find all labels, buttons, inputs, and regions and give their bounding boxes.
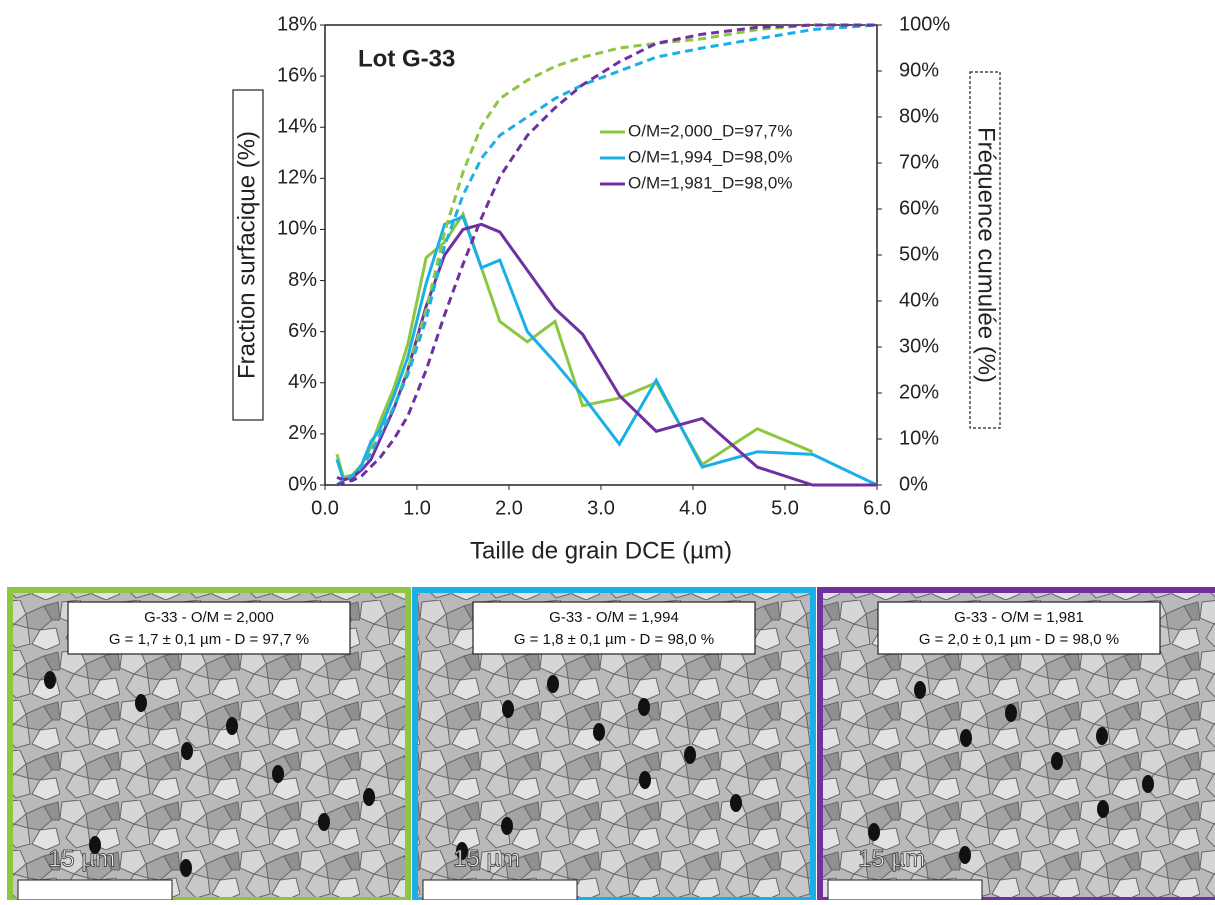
pore: [960, 729, 972, 747]
y-tick-label: 10%: [277, 218, 317, 240]
label-box: [472, 601, 756, 655]
x-tick-label: 1.0: [403, 497, 431, 519]
pore: [547, 675, 559, 693]
scale-label: 15 µm: [453, 845, 520, 872]
scale-bar: [422, 879, 578, 901]
y-tick-label: 14%: [277, 116, 317, 138]
pore: [959, 846, 971, 864]
pore: [914, 681, 926, 699]
pore: [1096, 727, 1108, 745]
pore: [44, 671, 56, 689]
pore: [318, 813, 330, 831]
series-line: [335, 210, 814, 480]
pore: [226, 717, 238, 735]
y2-tick-label: 10%: [899, 427, 939, 449]
panel-line1: G-33 - O/M = 1,994: [549, 609, 679, 626]
pore: [363, 788, 375, 806]
y-tick-label: 18%: [277, 13, 317, 35]
y2-tick-label: 70%: [899, 151, 939, 173]
pore: [1005, 704, 1017, 722]
legend-label: O/M=1,994_D=98,0%: [628, 147, 792, 166]
pore: [1097, 800, 1109, 818]
y2-tick-label: 100%: [899, 13, 950, 35]
panel-line2: G = 1,7 ± 0,1 µm - D = 97,7 %: [109, 631, 309, 648]
x-tick-label: 3.0: [587, 497, 615, 519]
series-line: [336, 222, 877, 487]
panel-line2: G = 1,8 ± 0,1 µm - D = 98,0 %: [514, 631, 714, 648]
x-tick-label: 2.0: [495, 497, 523, 519]
x-tick-label: 0.0: [311, 497, 339, 519]
pore: [135, 694, 147, 712]
x-tick-label: 5.0: [771, 497, 799, 519]
y-tick-label: 16%: [277, 64, 317, 86]
y2-tick-label: 80%: [899, 105, 939, 127]
y-tick-label: 8%: [288, 269, 317, 291]
x-tick-label: 6.0: [863, 497, 891, 519]
panel-line1: G-33 - O/M = 1,981: [954, 609, 1084, 626]
cumulative-line: [336, 23, 878, 487]
scale-bar: [827, 879, 983, 901]
x-axis-label: Taille de grain DCE (µm): [470, 537, 732, 564]
pore: [181, 742, 193, 760]
label-box: [67, 601, 351, 655]
y2-axis-label-box: [969, 71, 1001, 429]
y2-axis-label: Fréquence cumulée (%): [973, 127, 1000, 383]
pore: [89, 836, 101, 854]
cumulative-line: [336, 23, 877, 487]
legend-label: O/M=1,981_D=98,0%: [628, 173, 792, 192]
panel-line1: G-33 - O/M = 2,000: [144, 609, 274, 626]
pore: [1051, 752, 1063, 770]
pore: [272, 765, 284, 783]
annotation: Lot G-33: [358, 45, 455, 72]
scale-label: 15 µm: [48, 845, 115, 872]
pore: [593, 723, 605, 741]
y-axis-label-box: [232, 89, 264, 421]
pore: [684, 746, 696, 764]
pore: [730, 794, 742, 812]
y2-tick-label: 30%: [899, 335, 939, 357]
y2-tick-label: 60%: [899, 197, 939, 219]
pore: [868, 823, 880, 841]
pore: [180, 859, 192, 877]
y2-tick-label: 20%: [899, 381, 939, 403]
pore: [502, 700, 514, 718]
scale-label: 15 µm: [858, 845, 925, 872]
pore: [456, 842, 468, 860]
scale-bar: [17, 879, 173, 901]
y2-tick-label: 90%: [899, 59, 939, 81]
y2-tick-label: 50%: [899, 243, 939, 265]
panel-line2: G = 2,0 ± 0,1 µm - D = 98,0 %: [919, 631, 1119, 648]
y2-tick-label: 0%: [899, 473, 928, 495]
y-axis-label: Fraction surfacique (%): [233, 131, 260, 379]
y-tick-label: 2%: [288, 422, 317, 444]
pore: [501, 817, 513, 835]
y-tick-label: 4%: [288, 371, 317, 393]
y-tick-label: 6%: [288, 320, 317, 342]
y-tick-label: 0%: [288, 473, 317, 495]
cumulative-line: [336, 23, 877, 487]
legend-label: O/M=2,000_D=97,7%: [628, 121, 792, 140]
pore: [1142, 775, 1154, 793]
y2-tick-label: 40%: [899, 289, 939, 311]
label-box: [877, 601, 1161, 655]
x-tick-label: 4.0: [679, 497, 707, 519]
pore: [639, 771, 651, 789]
pore: [638, 698, 650, 716]
y-tick-label: 12%: [277, 167, 317, 189]
